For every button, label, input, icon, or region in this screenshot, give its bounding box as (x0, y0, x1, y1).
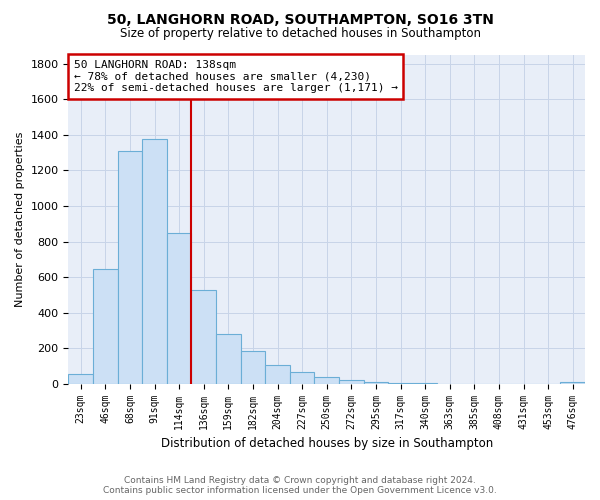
Y-axis label: Number of detached properties: Number of detached properties (15, 132, 25, 307)
Bar (388, 383, 413, 384)
Bar (142, 140, 167, 384)
Text: 50, LANGHORN ROAD, SOUTHAMPTON, SO16 3TN: 50, LANGHORN ROAD, SOUTHAMPTON, SO16 3TN (107, 12, 493, 26)
Bar (560, 382, 585, 384)
Bar (265, 365, 290, 384)
X-axis label: Distribution of detached houses by size in Southampton: Distribution of detached houses by size … (161, 437, 493, 450)
Bar (167, 232, 191, 384)
Bar (118, 151, 142, 384)
Text: 50 LANGHORN ROAD: 138sqm
← 78% of detached houses are smaller (4,230)
22% of sem: 50 LANGHORN ROAD: 138sqm ← 78% of detach… (74, 60, 398, 93)
Bar (191, 290, 216, 384)
Bar (290, 372, 314, 384)
Bar (314, 378, 339, 384)
Text: Contains HM Land Registry data © Crown copyright and database right 2024.
Contai: Contains HM Land Registry data © Crown c… (103, 476, 497, 495)
Text: Size of property relative to detached houses in Southampton: Size of property relative to detached ho… (119, 28, 481, 40)
Bar (364, 382, 388, 384)
Bar (241, 351, 265, 384)
Bar (93, 269, 118, 384)
Bar (68, 374, 93, 384)
Bar (339, 380, 364, 384)
Bar (216, 334, 241, 384)
